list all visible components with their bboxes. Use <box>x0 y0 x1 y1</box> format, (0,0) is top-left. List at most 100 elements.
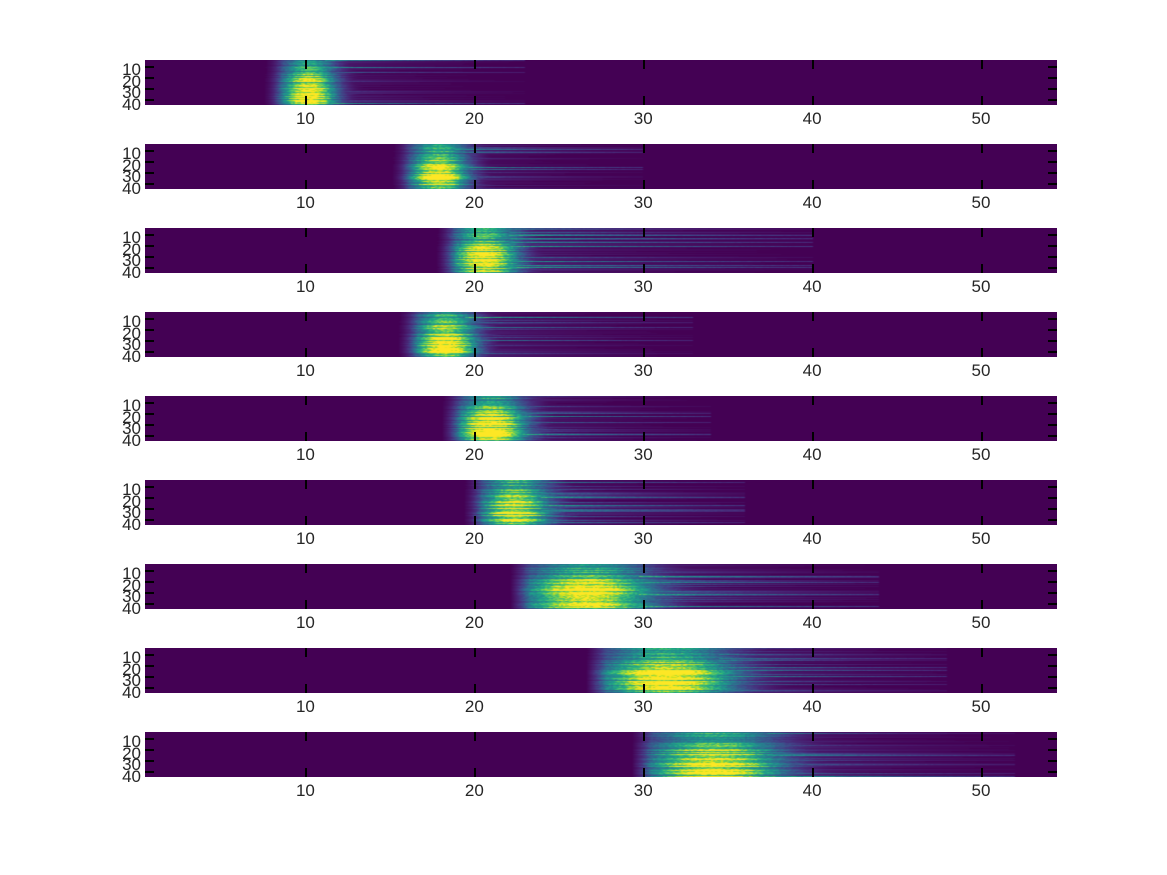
x-tick-mark-top <box>474 396 476 405</box>
plot-area-2[interactable] <box>145 144 1057 189</box>
x-tick-mark-top <box>643 480 645 489</box>
x-axis-labels-3: 10 20 30 40 50 <box>145 274 1057 300</box>
y-tick-mark-right <box>1048 749 1057 751</box>
plot-area-4[interactable] <box>145 312 1057 357</box>
x-tick-label: 40 <box>802 529 822 548</box>
y-tick-mark-right <box>1048 771 1057 773</box>
y-tick-mark-right <box>1048 99 1057 101</box>
x-tick-mark-bottom <box>305 180 308 189</box>
spectrogram-panel-5: 10 20 30 40 10 20 30 40 50 <box>122 396 1057 464</box>
y-tick-label: 40 <box>122 346 141 366</box>
x-tick-label: 50 <box>971 193 991 212</box>
x-tick-mark-top <box>643 144 645 153</box>
x-tick-label: 50 <box>971 109 991 128</box>
y-tick-label: 30 <box>122 251 141 270</box>
x-tick-mark-top <box>305 312 308 321</box>
x-tick-mark-bottom <box>474 264 476 273</box>
y-tick-mark-right <box>1048 435 1057 437</box>
spectrogram-panel-1: 10 20 30 40 10 20 30 40 50 <box>122 60 1057 128</box>
x-tick-mark-bottom <box>643 264 645 273</box>
y-tick-mark <box>145 161 154 163</box>
heatmap-image-8 <box>145 648 1057 693</box>
y-tick-mark <box>145 424 154 426</box>
y-tick-mark <box>145 172 154 174</box>
x-tick-mark-top <box>474 648 476 657</box>
x-tick-mark-top <box>981 396 983 405</box>
x-tick-mark-bottom <box>643 684 645 693</box>
y-tick-label: 10 <box>122 732 141 751</box>
x-tick-label: 40 <box>802 613 822 632</box>
plot-area-5[interactable] <box>145 396 1057 441</box>
spectrogram-panel-6: 10 20 30 40 10 20 30 40 50 <box>122 480 1057 548</box>
x-tick-mark-bottom <box>981 684 983 693</box>
x-tick-mark-top <box>305 228 308 237</box>
y-tick-mark <box>145 77 154 79</box>
plot-area-3[interactable] <box>145 228 1057 273</box>
x-tick-label: 50 <box>971 613 991 632</box>
plot-area-6[interactable] <box>145 480 1057 525</box>
y-tick-mark-right <box>1048 738 1057 740</box>
x-tick-label: 10 <box>295 529 315 548</box>
plot-area-1[interactable] <box>145 60 1057 105</box>
spectrogram-panel-9: 10 20 30 40 10 20 30 40 50 <box>122 732 1057 800</box>
y-tick-mark-right <box>1048 603 1057 605</box>
y-tick-mark <box>145 665 154 667</box>
x-tick-mark-bottom <box>474 180 476 189</box>
x-tick-mark-bottom <box>812 768 814 777</box>
y-tick-label: 10 <box>122 144 141 163</box>
x-tick-label: 30 <box>633 613 653 632</box>
y-tick-mark <box>145 413 154 415</box>
x-tick-mark-bottom <box>812 348 814 357</box>
y-tick-mark <box>145 570 154 572</box>
x-tick-label: 40 <box>802 193 822 212</box>
x-tick-mark-bottom <box>305 348 308 357</box>
y-tick-mark <box>145 351 154 353</box>
y-axis-labels-6: 10 20 30 40 <box>105 480 143 533</box>
plot-area-9[interactable] <box>145 732 1057 777</box>
y-tick-mark <box>145 318 154 320</box>
x-tick-label: 40 <box>802 697 822 716</box>
x-tick-mark-top <box>812 396 814 405</box>
x-tick-mark-top <box>643 396 645 405</box>
y-tick-mark-right <box>1048 497 1057 499</box>
x-tick-mark-top <box>981 228 983 237</box>
x-tick-mark-top <box>305 732 308 741</box>
y-tick-mark-right <box>1048 654 1057 656</box>
y-tick-label: 20 <box>122 743 141 763</box>
y-tick-label: 20 <box>122 407 141 427</box>
y-tick-mark-right <box>1048 760 1057 762</box>
heatmap-image-3 <box>145 228 1057 273</box>
x-tick-label: 50 <box>971 277 991 296</box>
x-tick-mark-top <box>474 732 476 741</box>
y-tick-mark <box>145 88 154 90</box>
y-tick-mark <box>145 267 154 269</box>
x-tick-label: 40 <box>802 109 822 128</box>
y-tick-label: 30 <box>122 83 141 102</box>
y-tick-mark <box>145 99 154 101</box>
x-tick-label: 40 <box>802 445 822 464</box>
x-tick-mark-top <box>812 228 814 237</box>
y-axis-labels-7: 10 20 30 40 <box>105 564 143 617</box>
x-tick-mark-bottom <box>981 348 983 357</box>
y-tick-mark <box>145 340 154 342</box>
x-tick-mark-bottom <box>981 768 983 777</box>
y-tick-mark <box>145 486 154 488</box>
x-tick-label: 10 <box>295 781 315 800</box>
x-tick-label: 10 <box>295 445 315 464</box>
heatmap-image-5 <box>145 396 1057 441</box>
plot-area-7[interactable] <box>145 564 1057 609</box>
x-tick-label: 10 <box>295 613 315 632</box>
y-tick-label: 40 <box>122 262 141 282</box>
x-tick-label: 20 <box>464 613 484 632</box>
y-tick-label: 30 <box>122 419 141 438</box>
x-tick-label: 30 <box>633 697 653 716</box>
y-tick-mark-right <box>1048 508 1057 510</box>
plot-area-8[interactable] <box>145 648 1057 693</box>
x-tick-mark-top <box>981 732 983 741</box>
x-tick-mark-top <box>981 648 983 657</box>
y-tick-mark <box>145 687 154 689</box>
y-tick-label: 30 <box>122 335 141 354</box>
y-tick-mark-right <box>1048 77 1057 79</box>
x-tick-mark-bottom <box>305 684 308 693</box>
y-tick-mark <box>145 519 154 521</box>
